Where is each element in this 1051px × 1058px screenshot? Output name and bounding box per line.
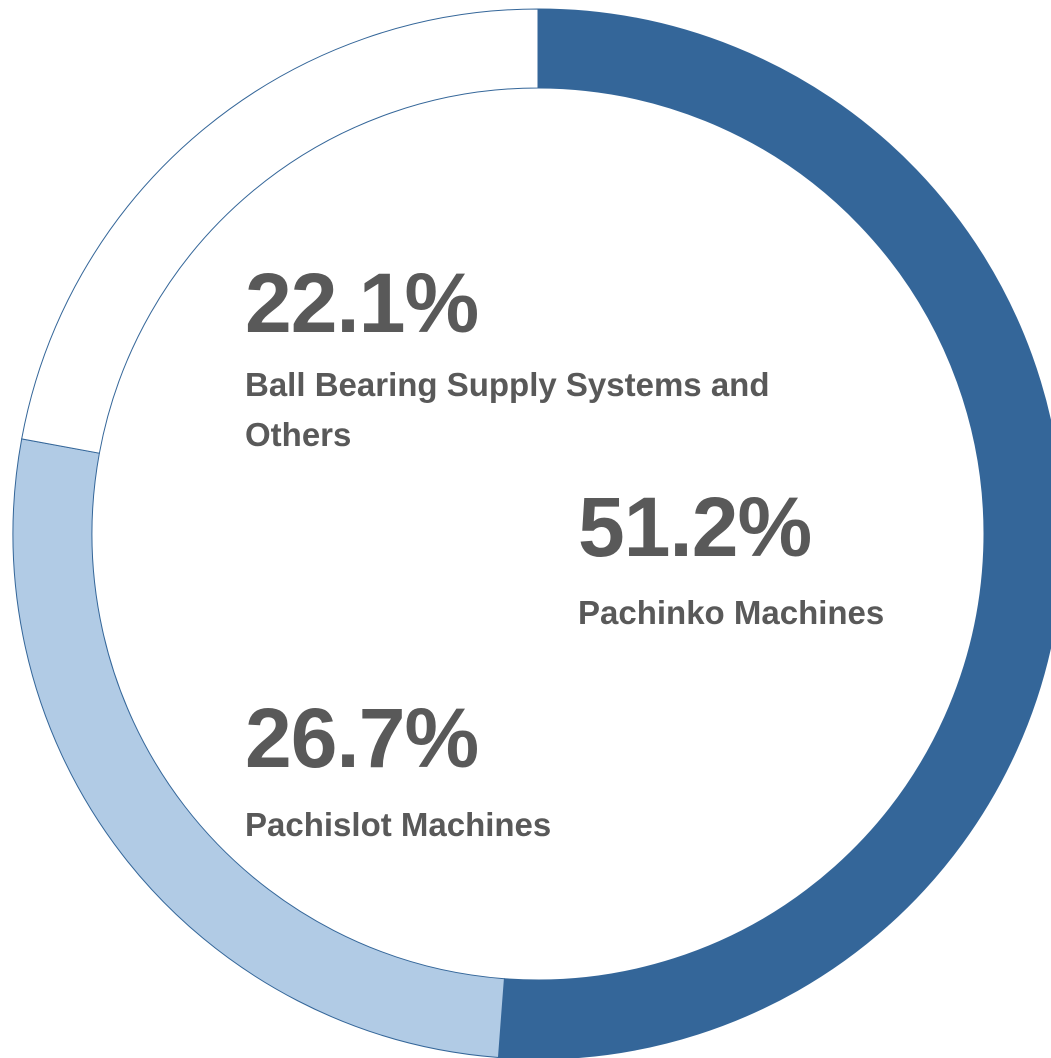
- category-label: Pachinko Machines: [578, 594, 885, 631]
- category-label: Ball Bearing Supply Systems and Others: [245, 366, 770, 453]
- category-label: Pachislot Machines: [245, 806, 552, 843]
- value-label: 26.7%: [245, 691, 479, 785]
- value-label: 22.1%: [245, 256, 479, 350]
- donut-segment: [12, 438, 505, 1058]
- value-label: 51.2%: [578, 480, 812, 574]
- donut-segment: [21, 8, 539, 454]
- donut-segment: [497, 8, 1051, 1058]
